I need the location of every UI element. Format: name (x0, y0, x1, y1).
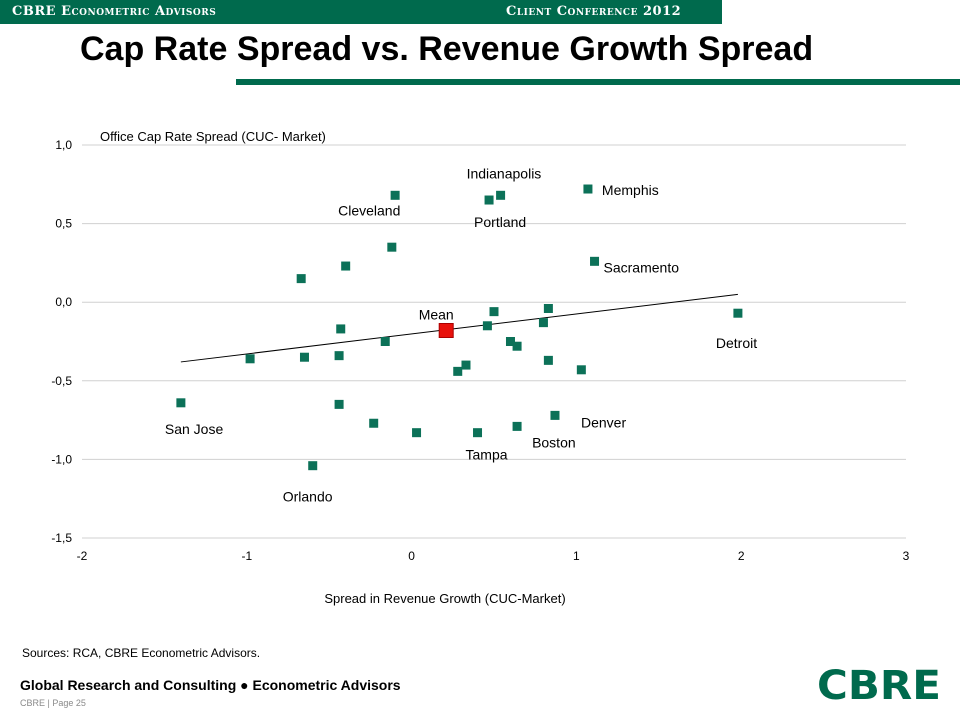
x-tick-label: 2 (738, 549, 745, 563)
data-point (387, 242, 397, 252)
data-point (543, 303, 553, 313)
data-point (299, 352, 309, 362)
point-label: Memphis (602, 182, 659, 198)
mean-point (438, 322, 454, 338)
data-point (296, 274, 306, 284)
y-tick-label: 1,0 (55, 138, 72, 152)
data-point (512, 421, 522, 431)
page-title: Cap Rate Spread vs. Revenue Growth Sprea… (80, 30, 814, 68)
cbre-logo: CBRE (817, 664, 941, 704)
data-point (334, 351, 344, 361)
sources-note: Sources: RCA, CBRE Econometric Advisors. (22, 646, 261, 660)
x-tick-label: -2 (77, 549, 88, 563)
header-right-text: Client Conference 2012 (506, 4, 682, 19)
point-label: San Jose (165, 421, 224, 437)
x-tick-label: 0 (408, 549, 415, 563)
trendline (180, 293, 738, 363)
y-tick-label: -1,0 (51, 452, 72, 466)
data-point (473, 428, 483, 438)
data-point (496, 190, 506, 200)
y-axis-label: Office Cap Rate Spread (CUC- Market) (100, 129, 326, 144)
data-point (550, 410, 560, 420)
data-points (176, 184, 743, 471)
point-label: Boston (532, 434, 576, 450)
data-point (336, 324, 346, 334)
data-point (512, 341, 522, 351)
footer-page-number: CBRE | Page 25 (20, 698, 86, 708)
mean-label: Mean (419, 306, 454, 322)
data-point (538, 318, 548, 328)
point-label: Sacramento (604, 259, 680, 275)
cbre-logo-text: CBRE (817, 664, 941, 704)
data-point (576, 365, 586, 375)
header-bar: CBRE Econometric Advisors Client Confere… (0, 0, 722, 24)
data-point (341, 261, 351, 271)
data-point (308, 461, 318, 471)
point-label: Denver (581, 414, 626, 430)
data-point (245, 354, 255, 364)
data-point (453, 366, 463, 376)
y-tick-labels: 1,0 0,5 0,0 -0,5 -1,0 -1,5 (51, 138, 72, 545)
scatter-chart: 1,0 0,5 0,0 -0,5 -1,0 -1,5 -2 -1 0 1 2 3 San Jose O… (51, 129, 910, 606)
data-point (369, 418, 379, 428)
y-tick-label: 0,0 (55, 295, 72, 309)
data-point (489, 307, 499, 317)
x-tick-label: -1 (241, 549, 252, 563)
data-point (482, 321, 492, 331)
data-point (505, 337, 515, 346)
data-point (583, 184, 593, 194)
data-point (176, 398, 186, 408)
y-tick-label: -0,5 (51, 374, 72, 388)
data-point (380, 337, 390, 346)
data-point (484, 195, 494, 205)
title-underline (236, 79, 960, 85)
data-point (412, 428, 422, 438)
footer-title: Global Research and Consulting ● Econome… (20, 677, 401, 693)
point-label: Tampa (466, 447, 508, 463)
data-point (543, 355, 553, 365)
x-axis-label: Spread in Revenue Growth (CUC-Market) (324, 591, 565, 606)
x-tick-label: 3 (903, 549, 910, 563)
y-tick-label: 0,5 (55, 217, 72, 231)
data-point (390, 190, 400, 200)
point-label: Indianapolis (467, 165, 542, 181)
header-left-text: CBRE Econometric Advisors (12, 4, 217, 19)
data-point (461, 360, 471, 370)
gridlines (82, 144, 906, 539)
x-tick-label: 1 (573, 549, 580, 563)
point-label: Orlando (283, 489, 333, 505)
data-point (590, 256, 600, 266)
data-point (733, 308, 743, 318)
point-labels: San Jose Orlando Cleveland Portland Indianap… (165, 165, 757, 504)
point-label: Detroit (716, 335, 757, 351)
point-label: Portland (474, 214, 526, 230)
x-tick-labels: -2 -1 0 1 2 3 (77, 549, 910, 563)
data-point (334, 399, 344, 409)
y-tick-label: -1,5 (51, 531, 72, 545)
point-label: Cleveland (338, 202, 400, 218)
